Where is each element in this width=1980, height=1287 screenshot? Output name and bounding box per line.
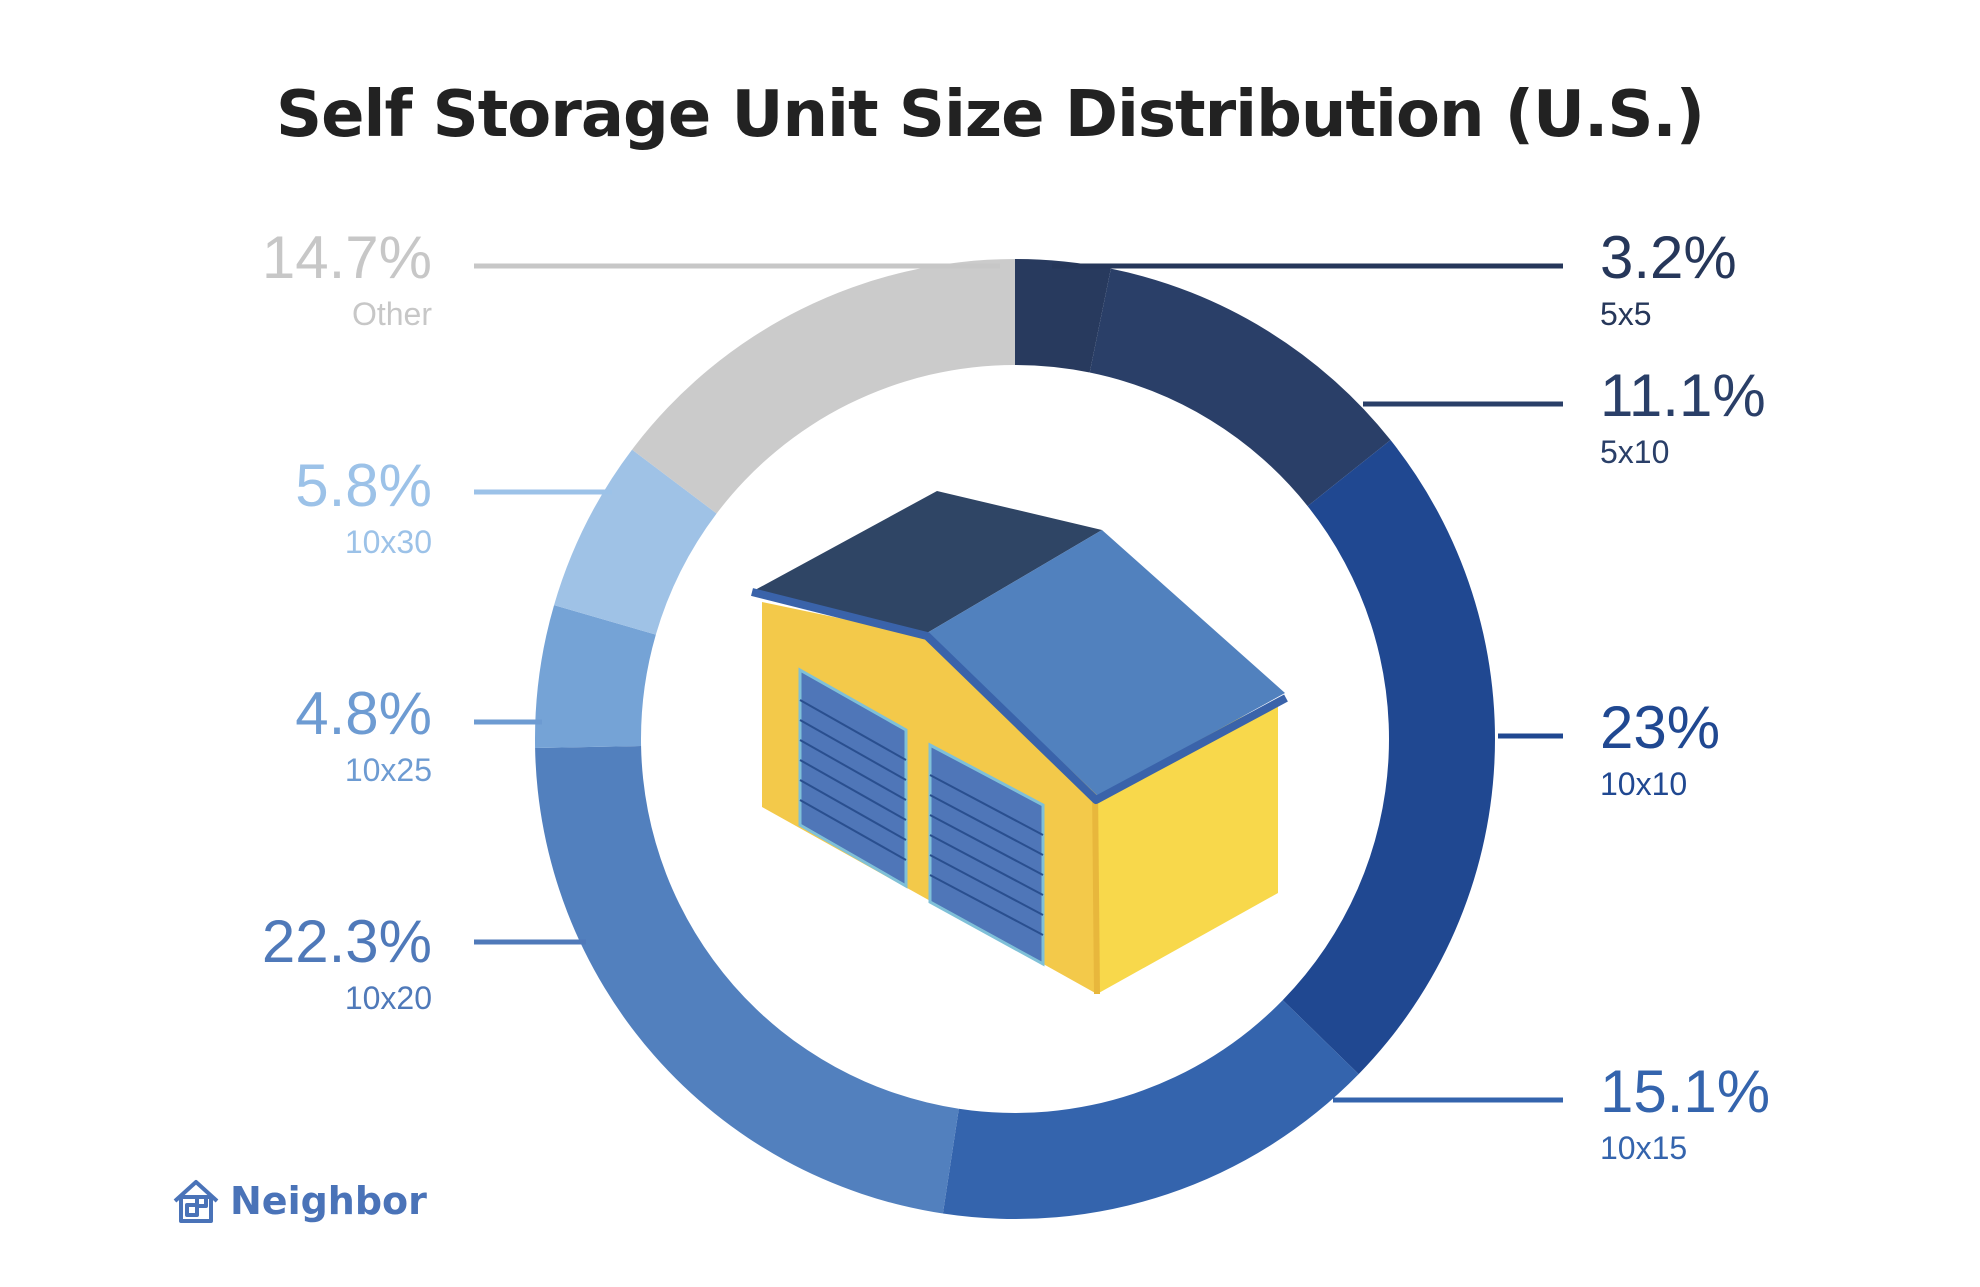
slice-10x25 — [535, 605, 656, 749]
slice-10x30 — [554, 449, 717, 635]
label-category-10x30: 10x30 — [344, 524, 432, 560]
donut-slices — [535, 259, 1495, 1220]
label-value-10x10: 23% — [1600, 694, 1721, 761]
building-roof-edge — [751, 588, 1288, 804]
label-value-10x20: 22.3% — [261, 908, 432, 975]
label-value-5x10: 11.1% — [1600, 362, 1766, 429]
slice-10x20 — [535, 746, 959, 1214]
label-value-other: 14.7% — [261, 224, 432, 291]
brand-name: Neighbor — [230, 1179, 427, 1223]
building-roof-back — [755, 491, 1102, 633]
roll-up-door-right — [928, 742, 1045, 967]
label-category-10x20: 10x20 — [344, 980, 432, 1016]
chart-title: Self Storage Unit Size Distribution (U.S… — [276, 78, 1705, 152]
slice-5x10 — [1089, 268, 1391, 507]
leader-lines — [474, 263, 1563, 1103]
label-category-5x10: 5x10 — [1600, 434, 1670, 470]
roll-up-door-left — [798, 667, 908, 889]
brand-logo: Neighbor — [172, 1176, 427, 1226]
label-category-5x5: 5x5 — [1600, 296, 1652, 332]
building-corner-shade — [1092, 785, 1100, 995]
slice-5x5 — [1015, 259, 1111, 373]
label-value-10x15: 15.1% — [1600, 1058, 1771, 1125]
label-category-10x25: 10x25 — [344, 752, 432, 788]
building-roof-front — [927, 530, 1285, 796]
slice-10x10 — [1282, 440, 1495, 1075]
label-category-10x15: 10x15 — [1600, 1130, 1688, 1166]
label-category-10x10: 10x10 — [1600, 766, 1688, 802]
slice-other — [632, 259, 1015, 514]
label-value-10x25: 4.8% — [295, 680, 432, 747]
slice-10x15 — [942, 1000, 1359, 1220]
label-category-other: Other — [351, 296, 432, 332]
label-value-5x5: 3.2% — [1600, 224, 1737, 291]
storage-building-icon — [751, 491, 1288, 995]
house-icon — [173, 1180, 219, 1223]
label-value-10x30: 5.8% — [295, 452, 432, 519]
